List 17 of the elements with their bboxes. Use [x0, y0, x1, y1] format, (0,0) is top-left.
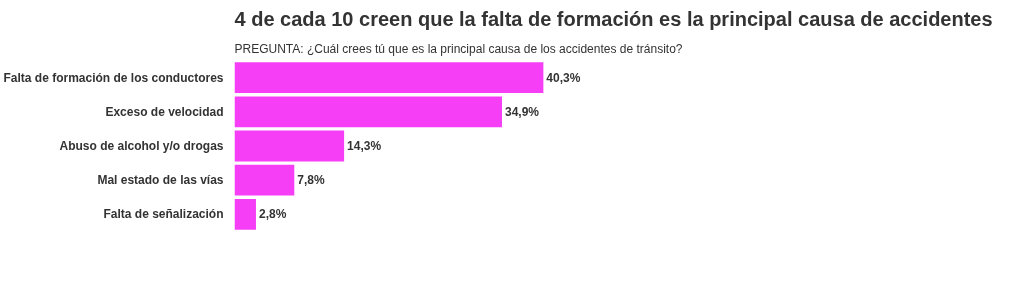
- bar: [234, 164, 295, 196]
- y-tick-label: Abuso de alcohol y/o drogas: [59, 139, 224, 153]
- y-tick-label: Falta de formación de los conductores: [3, 70, 224, 85]
- text: 4 de cada 10 creen que la falta de formación es la principal causa de accidentes: [234, 7, 993, 30]
- bar: [234, 199, 256, 230]
- y-tick-label: Falta de señalización: [103, 207, 224, 222]
- bar: [234, 62, 544, 93]
- bar: [234, 130, 345, 162]
- y-tick-label: Exceso de velocidad: [105, 104, 224, 119]
- bar: [234, 96, 502, 128]
- chart-subtitle: PREGUNTA: ¿Cuál crees tú que es la principal causa de los accidentes de tránsito?: [234, 41, 683, 56]
- data-label: 14,3%: [347, 139, 382, 153]
- data-label: 2,8%: [258, 207, 287, 222]
- data-label: 7,8%: [297, 173, 325, 188]
- y-tick-label: Mal estado de las vías: [97, 173, 224, 188]
- data-label: 34,9%: [504, 104, 540, 119]
- data-label: 40,3%: [546, 70, 581, 85]
